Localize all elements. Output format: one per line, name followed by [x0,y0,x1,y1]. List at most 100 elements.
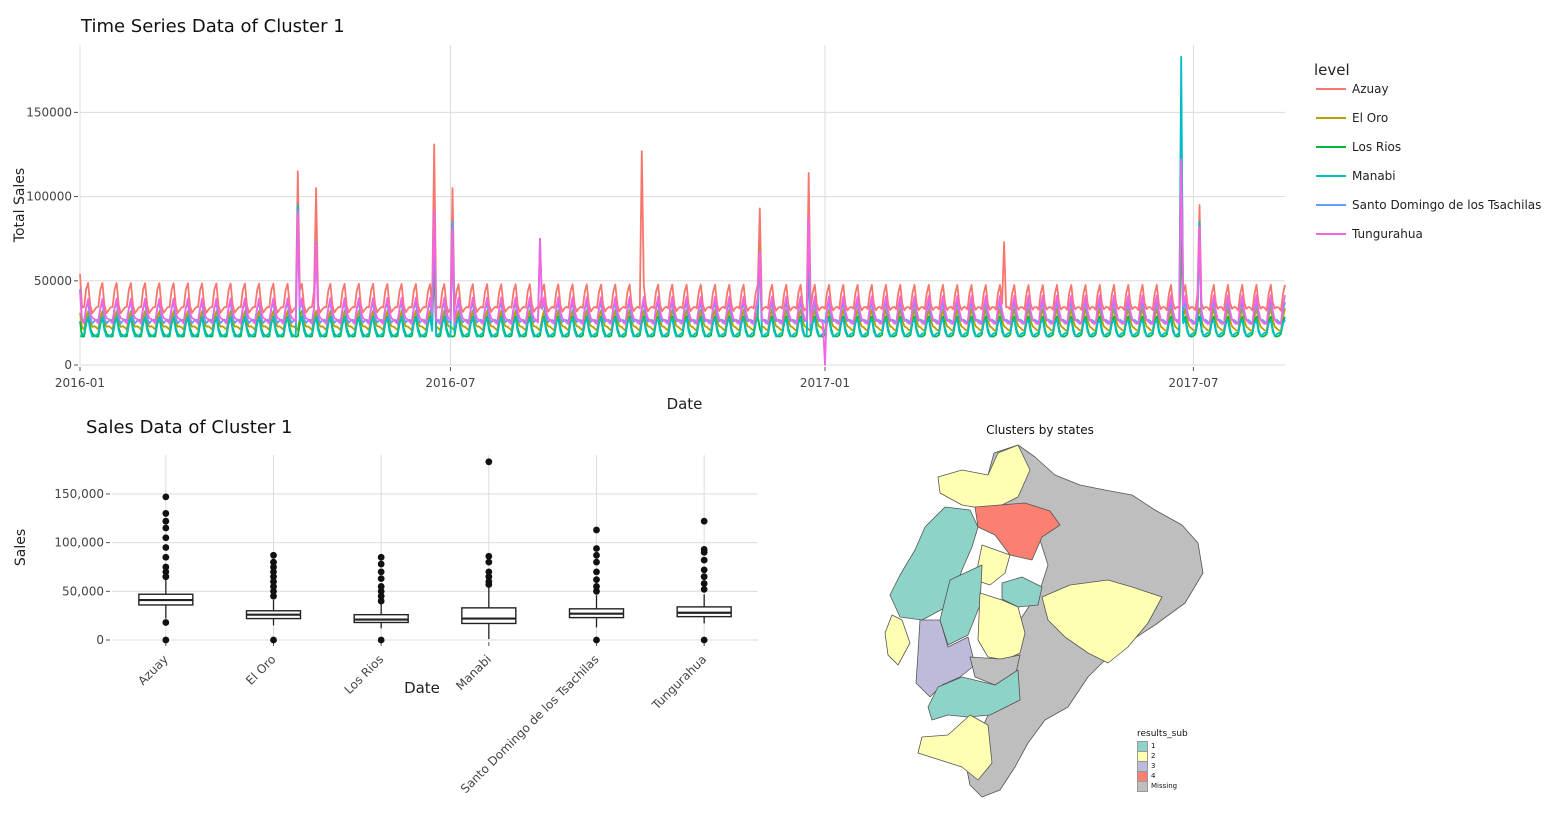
map-legend-item: 2 [1137,750,1188,762]
map-panel: Clusters by states results_sub 1 2 3 4 Missi… [870,415,1230,835]
y-tick-label: 150000 [26,105,72,119]
box-outlier [270,583,277,590]
time-series-title: Time Series Data of Cluster 1 [81,16,345,37]
y-tick-label: 0 [64,358,72,372]
y-axis-title: Sales [13,529,29,566]
map-legend-label: 3 [1151,762,1156,770]
series-line-azuay [79,111,1286,315]
box-outlier [593,558,600,566]
y-tick-label: 50000 [34,274,72,288]
time-series-chart: 0 50000 100000 150000 2016-01 2016-07 2017-01 2… [12,45,1541,413]
box-outlier [700,517,708,525]
map-region [884,614,911,666]
map-legend-title: results_sub [1137,729,1188,739]
time-series-panel: Time Series Data of Cluster 1 0 50000 1000… [0,0,1553,415]
box-outlier [377,553,385,561]
y-tick-label: 100000 [26,190,72,204]
box-outlier [377,583,385,590]
box-outlier [377,597,385,605]
box-outlier [377,575,385,583]
box-outlier [162,563,170,571]
x-tick-label: 2016-07 [425,376,475,390]
box-outlier [593,568,600,576]
legend-label: Tungurahua [1351,227,1423,241]
box-outlier [162,510,170,517]
map-legend-label: Missing [1151,782,1178,790]
box-outlier [270,563,277,571]
box-body [461,607,517,625]
box-outlier [377,568,385,576]
box-outlier [162,553,170,561]
map-legend-item: 3 [1137,760,1188,772]
box-outlier [270,578,277,585]
map-legend-label: 1 [1151,742,1156,750]
box-outlier [162,619,170,626]
box-outlier [162,517,170,525]
box-outlier [485,558,493,566]
box-outlier [485,573,493,581]
x-axis-title: Date [404,679,440,697]
box-outlier [485,458,493,466]
box-outlier [593,576,600,584]
legend-label: El Oro [1352,111,1388,125]
box-plot-title: Sales Data of Cluster 1 [86,417,293,438]
box-outlier [593,545,600,552]
box-outlier [270,551,277,559]
box-outlier [700,546,708,553]
box-outlier [270,558,277,566]
box-outlier [162,636,170,644]
x-tick-label: 2017-07 [1168,376,1218,390]
y-tick-label: 50,000 [62,584,104,598]
legend-label: Santo Domingo de los Tsachilas [1352,198,1541,212]
legend-label: Azuay [1352,82,1389,96]
map-region [1001,576,1043,608]
box-outlier [700,566,708,574]
map-legend-item: 4 [1137,770,1188,782]
map-legend-label: 4 [1151,772,1156,780]
box-outlier [377,636,385,644]
y-tick-label: 150,000 [54,487,104,501]
box-outlier [162,534,170,542]
box-outlier [162,524,170,532]
map-legend-item: Missing [1137,780,1188,792]
legend-label: Los Rios [1352,140,1401,154]
box-outlier [377,587,385,595]
x-tick-label: Tungurahua [649,652,710,713]
box-outlier [162,568,170,576]
series-line-tungurahua [79,158,1286,366]
y-axis-title: Total Sales [12,168,28,243]
y-tick-label: 0 [96,633,104,647]
map-region [927,669,1021,721]
map-region [915,619,976,698]
box-outlier [270,568,277,576]
box-plot-panel: Sales Data of Cluster 1 0 50,000 100,000 15… [0,415,780,835]
map-legend-item: 1 [1137,740,1188,752]
box-outlier [270,573,277,581]
ecuador-map [884,444,1204,798]
series-line-manabi [79,55,1286,338]
box-outlier [485,552,493,560]
box-outlier [377,560,385,568]
legend-title: level [1314,61,1350,79]
box-outlier [485,568,493,576]
map-region [974,502,1061,561]
box-outlier [593,526,600,534]
box-outlier [593,587,600,595]
box-outlier [700,636,708,644]
box-outlier [593,583,600,590]
x-tick-label: El Oro [243,652,278,687]
box-outlier [485,578,493,585]
box-outlier [700,573,708,581]
map-legend-label: 2 [1151,752,1156,760]
map-region [977,592,1026,661]
x-tick-label: Azuay [135,652,171,688]
box-outlier [593,551,600,559]
x-tick-label: Manabi [453,652,494,693]
x-tick-label: Los Rios [342,652,387,697]
y-tick-label: 100,000 [54,536,104,550]
box-outlier [270,592,277,600]
map-title: Clusters by states [986,423,1094,437]
legend-label: Manabi [1352,169,1396,183]
box-outlier [162,573,170,581]
x-tick-label: 2017-01 [800,376,850,390]
